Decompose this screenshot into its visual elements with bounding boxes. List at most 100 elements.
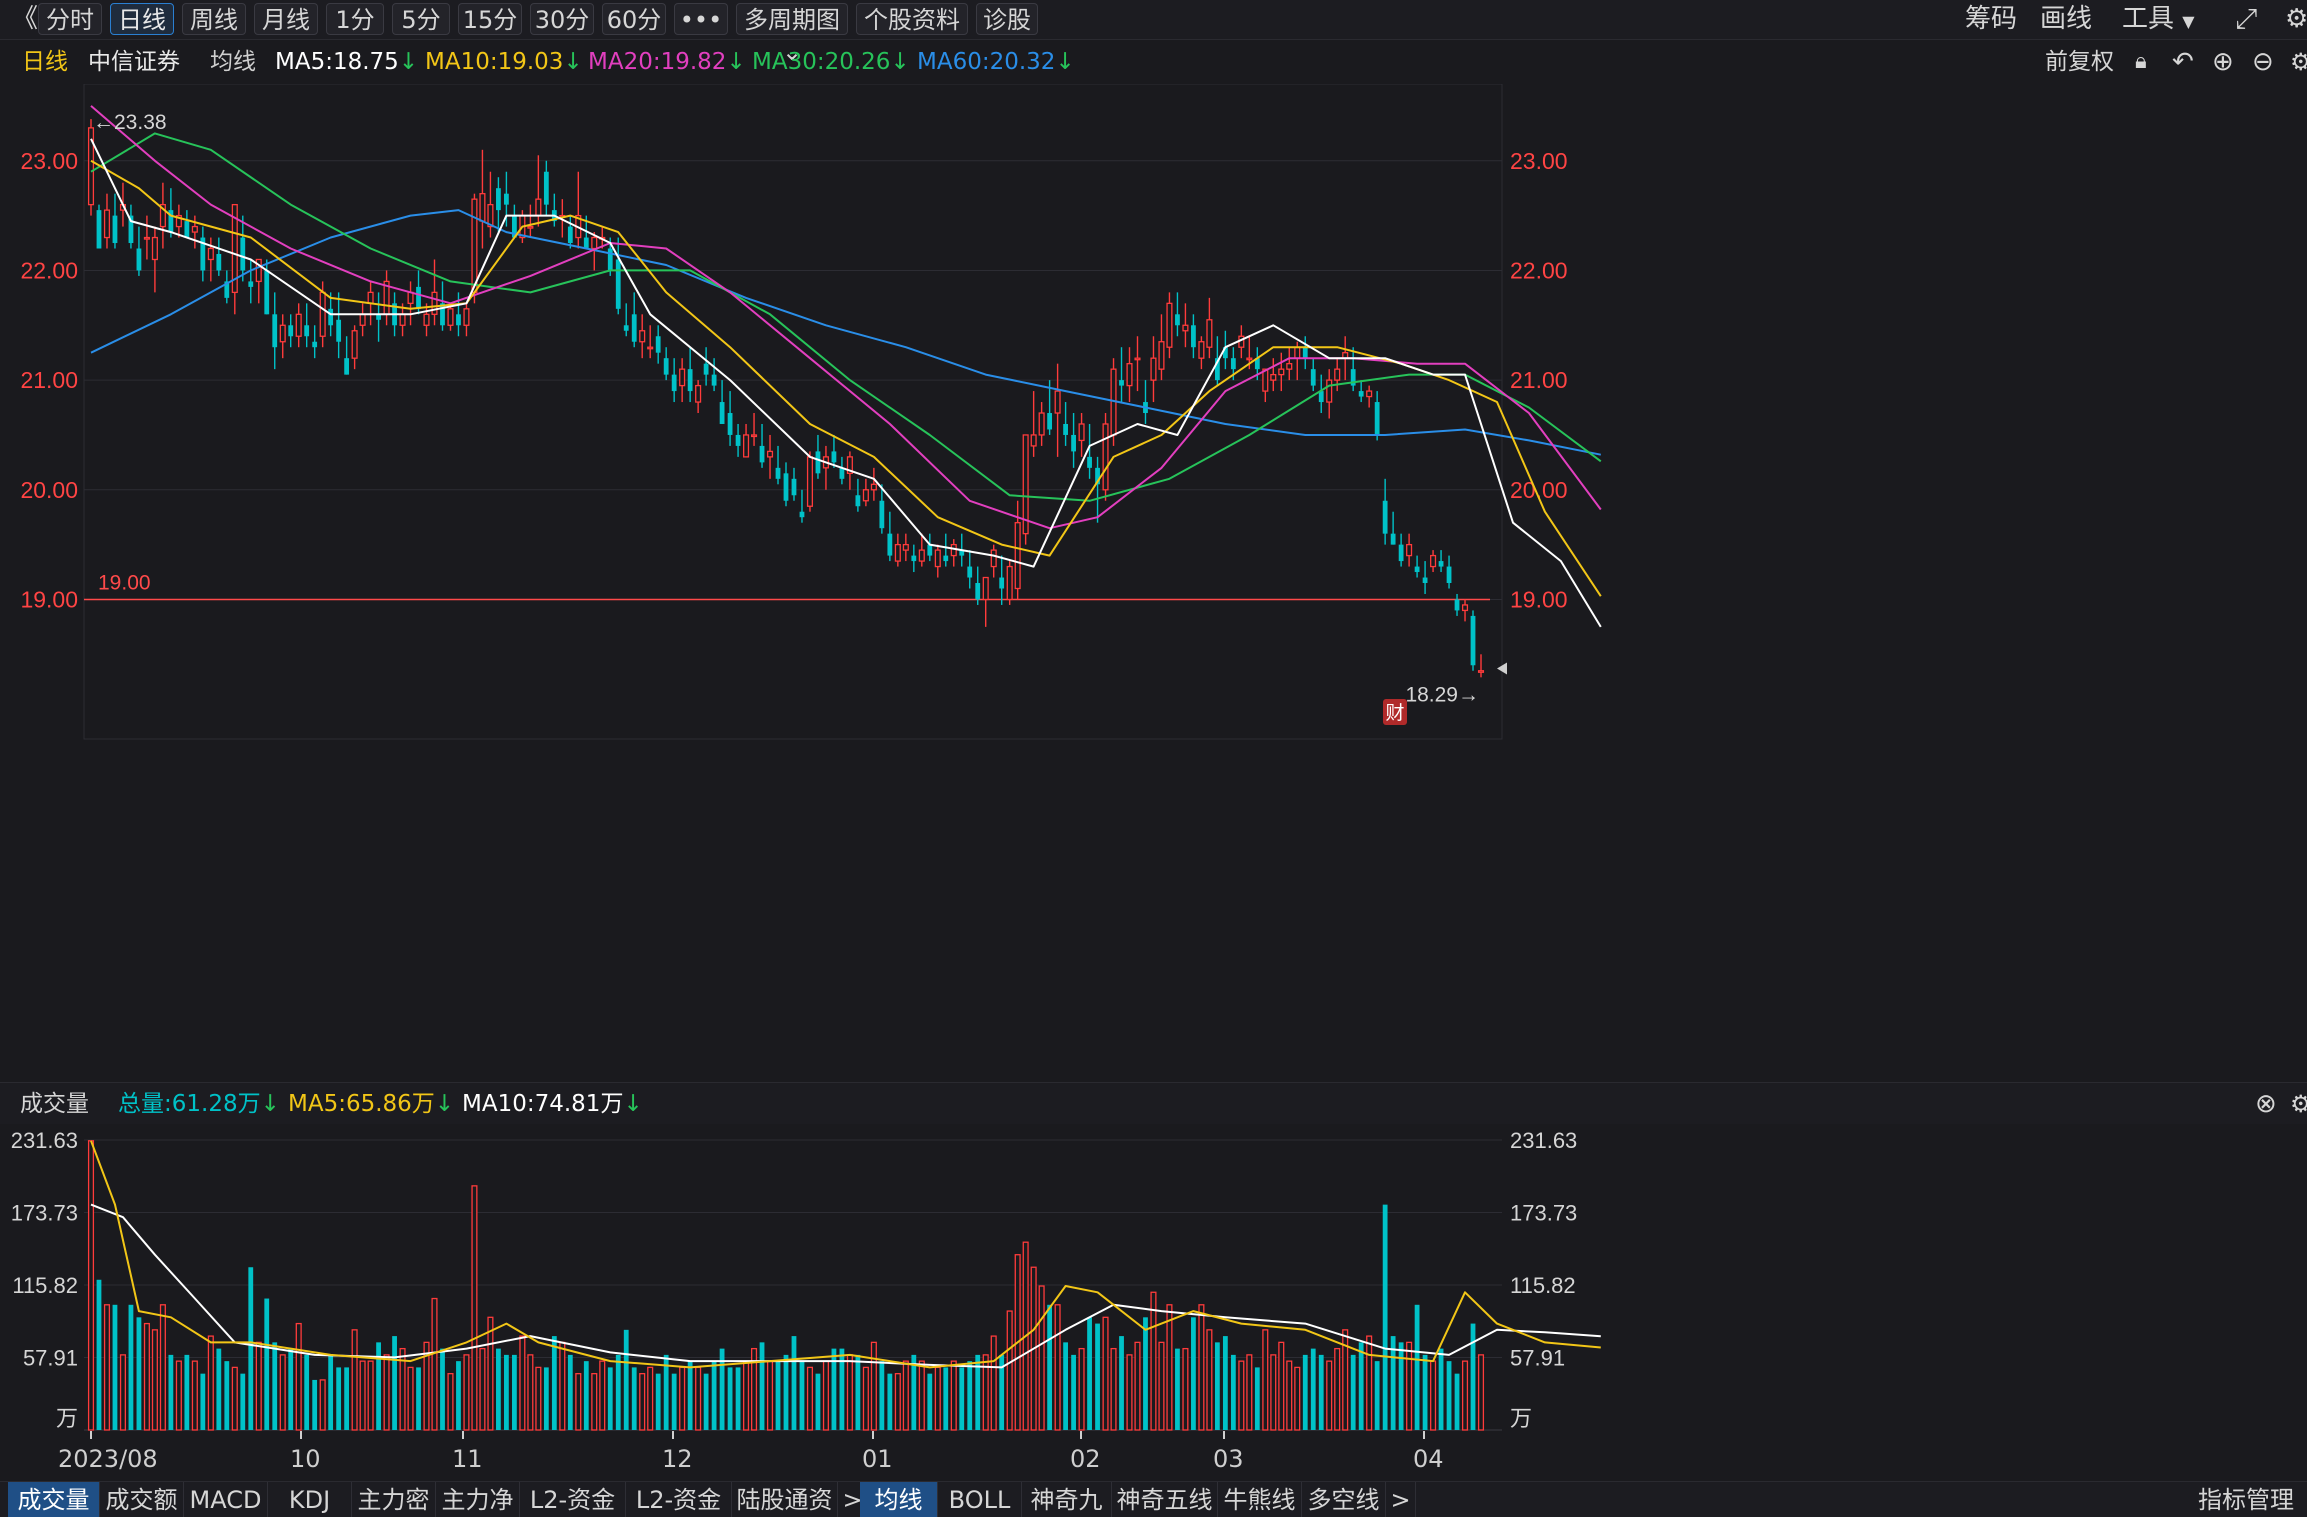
- candle: [1030, 391, 1037, 457]
- volume-bar: [959, 1367, 965, 1430]
- draw-line-button[interactable]: 画线: [2040, 4, 2093, 34]
- volume-bar: [423, 1341, 430, 1431]
- ma5-line: [90, 138, 1602, 628]
- overlay-tab[interactable]: 均线: [860, 1482, 938, 1517]
- period-tab[interactable]: 月线: [254, 3, 318, 35]
- volume-bar: [407, 1366, 414, 1431]
- candle: [1470, 610, 1476, 671]
- adjust-label[interactable]: 前复权: [2045, 49, 2114, 75]
- settings-icon[interactable]: ⚙: [2290, 48, 2307, 76]
- volume-bar: [304, 1354, 310, 1430]
- candle: [1063, 402, 1068, 446]
- overlay-tab[interactable]: 多空线: [1302, 1482, 1386, 1517]
- volume-bar: [687, 1361, 693, 1430]
- indicator-manage-button[interactable]: 指标管理: [2198, 1486, 2294, 1514]
- period-tab[interactable]: 5分: [392, 3, 450, 35]
- volume-bar: [846, 1354, 853, 1431]
- x-tick-mark: [1080, 1431, 1082, 1439]
- x-tick-label: 02: [1070, 1445, 1101, 1473]
- candle: [711, 358, 717, 392]
- x-tick-mark: [872, 1431, 874, 1439]
- volume-chart[interactable]: 231.63 231.63 173.73 173.73 115.82 115.82 57.9…: [0, 1124, 2307, 1437]
- volume-bar: [1374, 1361, 1380, 1430]
- volume-bar: [264, 1298, 270, 1430]
- candle: [1006, 561, 1013, 605]
- period-tab[interactable]: 30分: [530, 3, 594, 35]
- volume-bar: [799, 1361, 805, 1430]
- candle: [1446, 555, 1452, 589]
- ma30-value: MA30:20.26↓: [752, 49, 910, 75]
- period-tab[interactable]: 分时: [38, 3, 102, 35]
- candle: [359, 303, 366, 337]
- volume-bar: [392, 1336, 397, 1430]
- volume-bar: [703, 1373, 709, 1430]
- close-icon[interactable]: ⊗: [2255, 1089, 2277, 1119]
- indicator-tab[interactable]: MACD: [184, 1482, 268, 1517]
- volume-bar: [1294, 1366, 1301, 1431]
- indicator-tab[interactable]: 成交额: [100, 1482, 184, 1517]
- back-button[interactable]: 《: [12, 4, 39, 34]
- volume-bar: [399, 1347, 406, 1431]
- overlay-tab[interactable]: 神奇五线谱: [1112, 1482, 1218, 1517]
- undo-icon[interactable]: ↶: [2172, 47, 2194, 77]
- overlay-next-arrow-icon[interactable]: >: [1386, 1482, 1416, 1517]
- indicator-tab[interactable]: 成交量: [8, 1482, 100, 1517]
- volume-bar: [679, 1366, 686, 1431]
- volume-bars[interactable]: 231.63 231.63 173.73 173.73 115.82 115.82 57.9…: [0, 1124, 2307, 1437]
- candle: [671, 358, 677, 403]
- volume-bar: [336, 1367, 342, 1430]
- candle: [855, 478, 861, 512]
- chip-button[interactable]: 筹码: [1965, 4, 2018, 34]
- volume-bar: [902, 1360, 909, 1431]
- caret-down-icon: ▼: [2182, 12, 2195, 31]
- period-tab[interactable]: 多周期图 ⌄: [736, 3, 848, 66]
- avg-line-label[interactable]: 均线: [210, 49, 256, 75]
- period-tab[interactable]: 周线: [182, 3, 246, 35]
- overlay-tab[interactable]: 牛熊线: [1218, 1482, 1302, 1517]
- candle: [1350, 347, 1356, 392]
- stock-name[interactable]: 中信证券: [88, 49, 180, 75]
- lock-icon[interactable]: 🔒︎: [2135, 49, 2147, 74]
- price-chart[interactable]: 23.00 23.00 22.00 22.00 21.00 21.00 20.00 20.00…: [0, 84, 2307, 1082]
- indicator-tab[interactable]: 主力净额: [436, 1482, 520, 1517]
- volume-bar: [200, 1373, 206, 1430]
- volume-bar: [806, 1366, 814, 1431]
- volume-title[interactable]: 成交量: [20, 1091, 89, 1117]
- volume-ma5-line: [90, 1140, 1601, 1369]
- indicator-tab[interactable]: L2-资金抄底: [520, 1482, 626, 1517]
- zoom-in-icon[interactable]: ⊕: [2212, 47, 2234, 77]
- period-tab[interactable]: 诊股: [976, 3, 1038, 35]
- candle: [295, 303, 302, 348]
- x-tick-label: 03: [1213, 1445, 1244, 1473]
- overlay-tab[interactable]: 神奇九转: [1022, 1482, 1112, 1517]
- candle: [344, 336, 350, 375]
- candle: [1087, 423, 1092, 479]
- candle: [1126, 347, 1133, 403]
- period-tab[interactable]: 日线: [110, 3, 174, 35]
- period-tab[interactable]: 15分: [458, 3, 522, 35]
- period-tab[interactable]: •••: [674, 3, 728, 35]
- candle: [312, 325, 318, 359]
- indicator-tab[interactable]: 主力密码: [352, 1482, 436, 1517]
- candle: [831, 434, 837, 468]
- overlay-tab[interactable]: BOLL: [938, 1482, 1022, 1517]
- period-tab[interactable]: 个股资料: [856, 3, 968, 35]
- settings-icon[interactable]: ⚙: [2285, 4, 2307, 34]
- volume-bar: [1087, 1317, 1092, 1430]
- volume-bar: [519, 1335, 526, 1431]
- indicator-tab[interactable]: 陆股通资金: [732, 1482, 838, 1517]
- indicator-tab[interactable]: KDJ: [268, 1482, 352, 1517]
- period-tab[interactable]: 60分: [602, 3, 666, 35]
- volume-bar: [175, 1360, 182, 1431]
- candle: [982, 576, 989, 627]
- indicator-tab[interactable]: L2-资金仓位: [626, 1482, 732, 1517]
- volume-bar: [975, 1354, 981, 1430]
- tools-menu[interactable]: 工具 ▼: [2122, 3, 2195, 35]
- candle: [1477, 654, 1485, 678]
- fullscreen-icon[interactable]: ⤢: [2235, 2, 2258, 35]
- zoom-out-icon[interactable]: ⊖: [2252, 47, 2274, 77]
- candle: [264, 259, 270, 315]
- period-tab[interactable]: 1分: [326, 3, 384, 35]
- settings-icon[interactable]: ⚙: [2290, 1090, 2307, 1118]
